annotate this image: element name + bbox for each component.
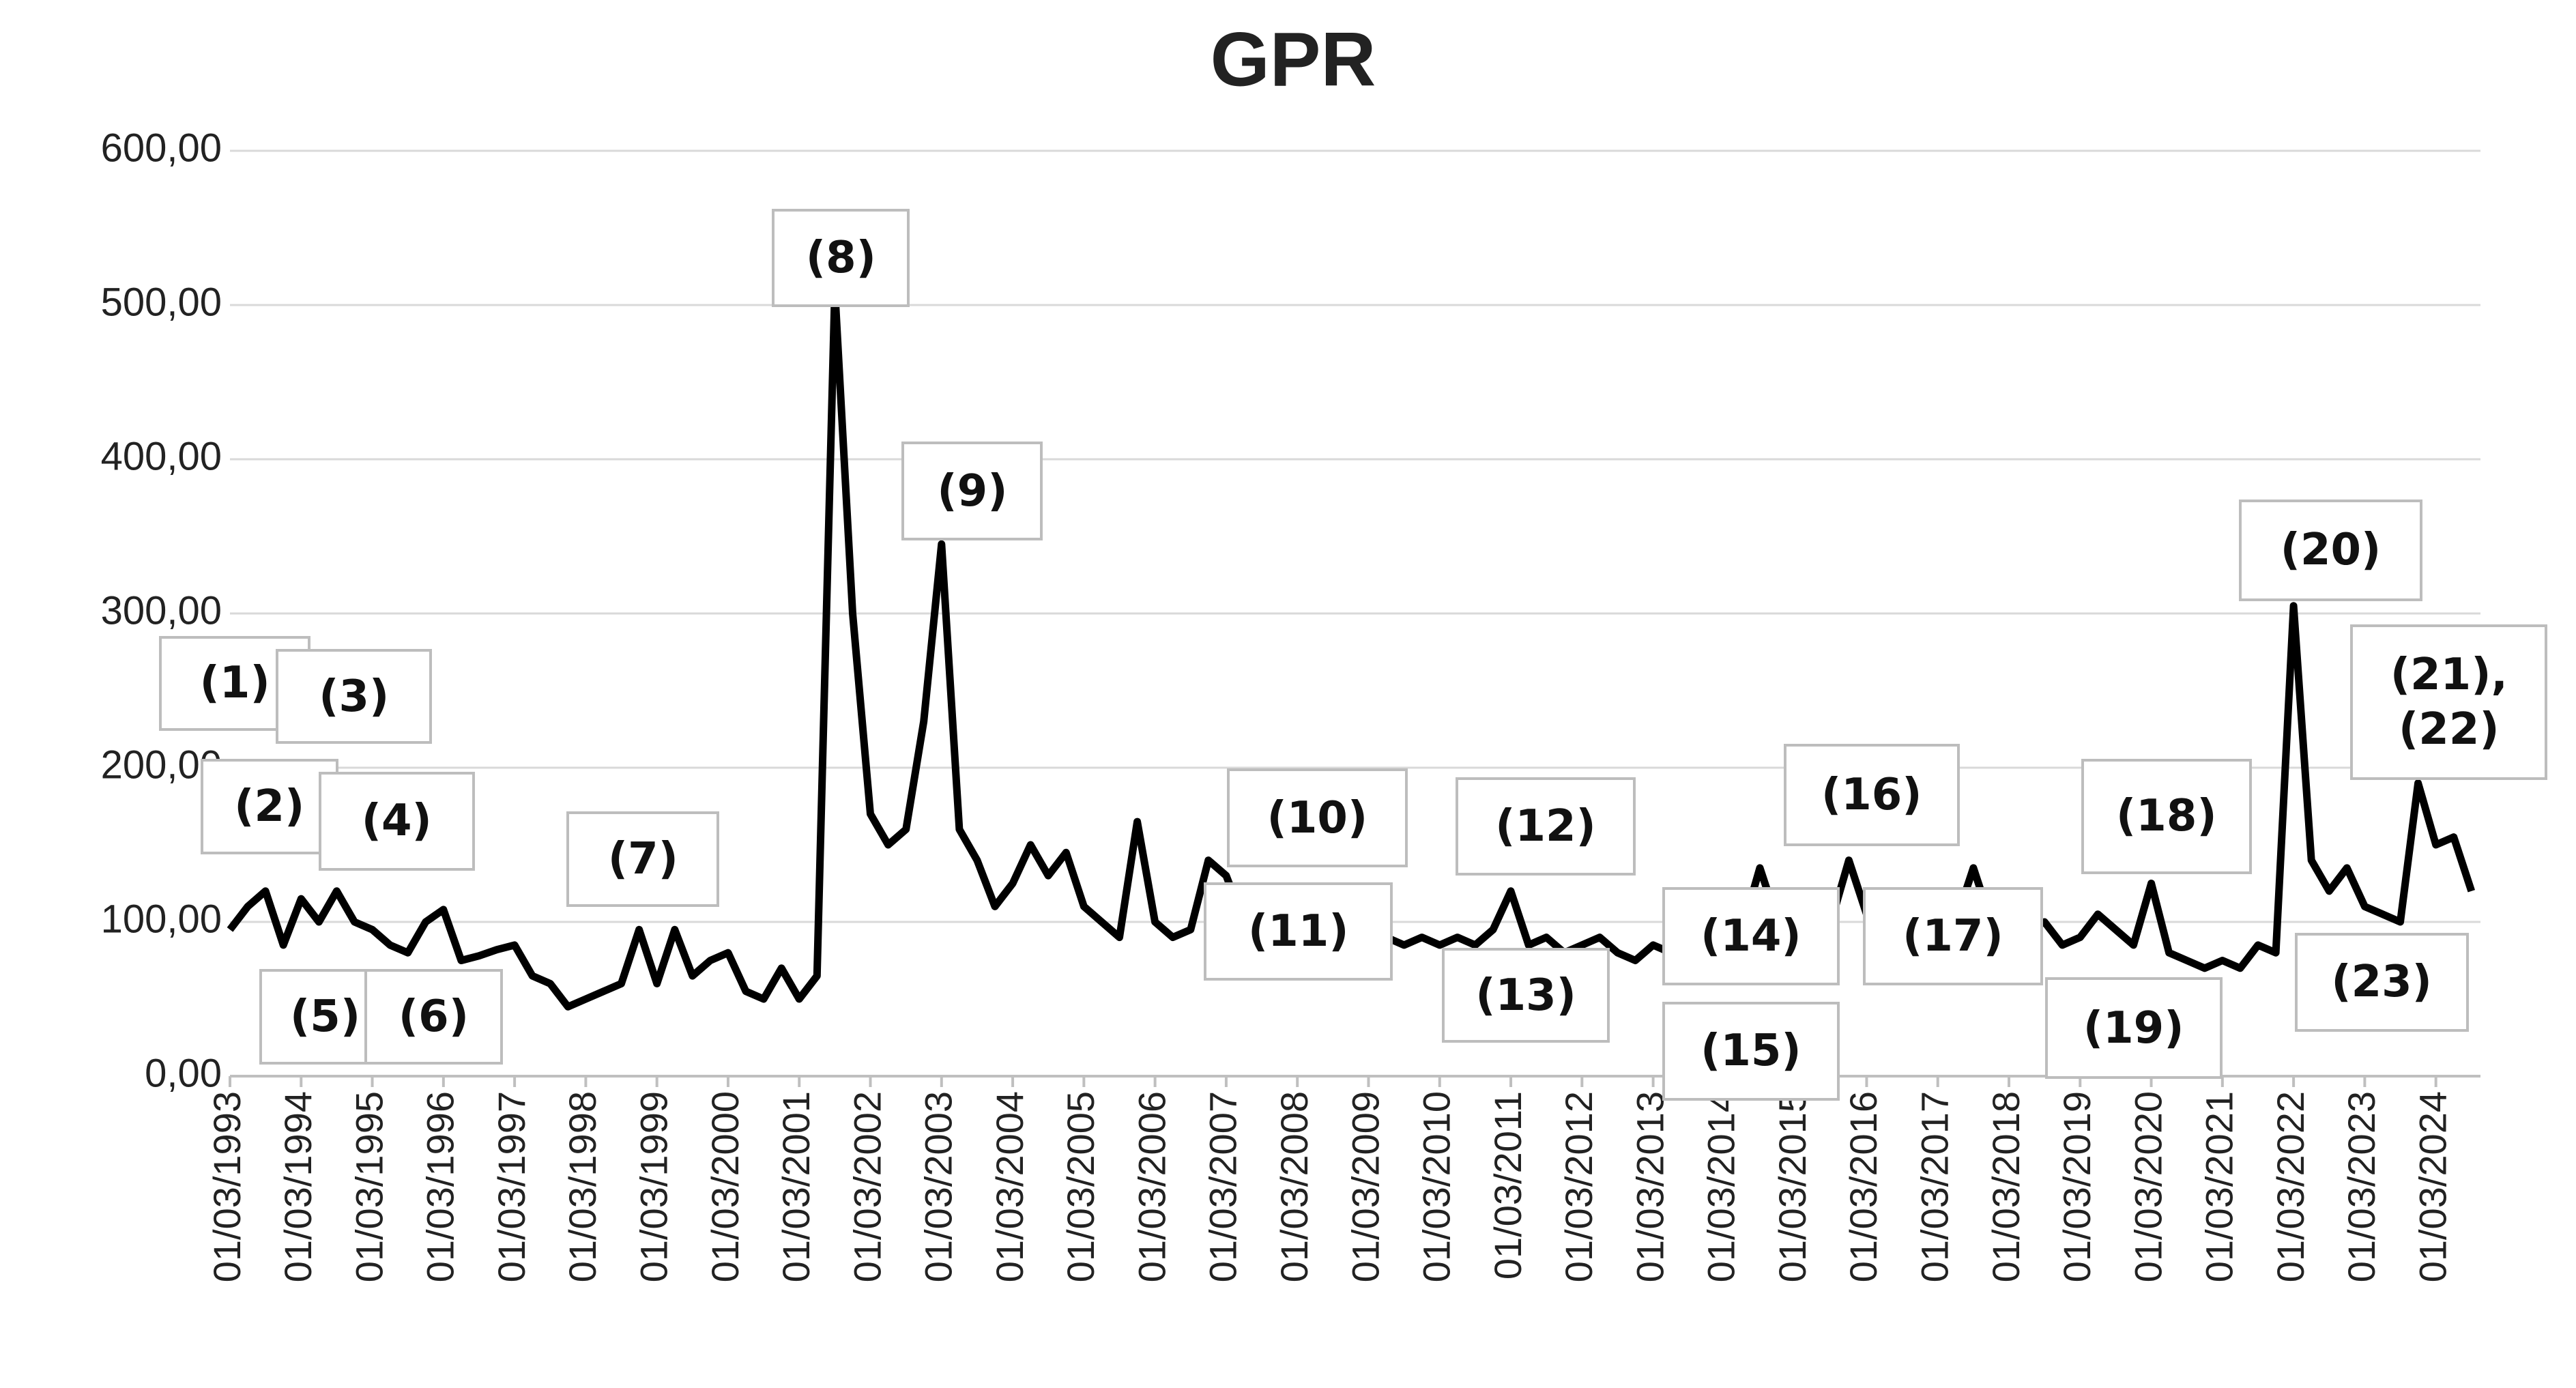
annotation: (8) <box>772 208 910 308</box>
x-tick-label: 01/03/2024 <box>2411 1091 2454 1282</box>
x-tick-label: 01/03/2019 <box>2055 1091 2098 1282</box>
x-tick-label: 01/03/1998 <box>561 1091 604 1282</box>
x-tick-label: 01/03/2008 <box>1273 1091 1316 1282</box>
annotation: (14) <box>1662 886 1840 986</box>
annotation: (6) <box>364 969 503 1065</box>
x-tick-label: 01/03/2011 <box>1486 1091 1529 1279</box>
annotation: (2) <box>200 759 338 854</box>
x-tick-label: 01/03/2017 <box>1913 1091 1956 1282</box>
x-tick-label: 01/03/2013 <box>1628 1091 1671 1282</box>
annotation: (12) <box>1455 777 1636 876</box>
annotation: (13) <box>1442 947 1610 1043</box>
x-tick-label: 01/03/2001 <box>775 1091 817 1282</box>
annotation: (17) <box>1862 886 2044 986</box>
annotation: (16) <box>1784 744 1960 846</box>
x-tick-label: 01/03/2018 <box>1984 1091 2027 1282</box>
y-tick-label: 500,00 <box>101 280 222 324</box>
x-tick-label: 01/03/2020 <box>2126 1091 2169 1282</box>
annotation: (4) <box>318 772 475 871</box>
x-tick-label: 01/03/2002 <box>845 1091 888 1282</box>
annotation: (23) <box>2294 933 2469 1032</box>
y-tick-label: 300,00 <box>101 588 222 633</box>
x-tick-label: 01/03/2007 <box>1202 1091 1245 1282</box>
annotation: (9) <box>901 442 1043 540</box>
annotation: (18) <box>2081 759 2252 874</box>
annotation: (7) <box>566 811 720 907</box>
x-tick-label: 01/03/2003 <box>917 1091 960 1282</box>
y-tick-label: 600,00 <box>101 126 222 170</box>
x-tick-label: 01/03/1993 <box>205 1091 248 1282</box>
y-tick-label: 0,00 <box>145 1051 222 1095</box>
x-tick-label: 01/03/2005 <box>1059 1091 1102 1282</box>
x-tick-label: 01/03/2015 <box>1771 1091 1814 1282</box>
x-tick-label: 01/03/1996 <box>419 1091 462 1282</box>
x-tick-label: 01/03/2022 <box>2269 1091 2312 1282</box>
x-tick-label: 01/03/1994 <box>276 1091 319 1282</box>
x-tick-label: 01/03/2000 <box>704 1091 747 1282</box>
y-tick-label: 400,00 <box>101 434 222 478</box>
x-tick-label: 01/03/2006 <box>1130 1091 1173 1282</box>
y-tick-label: 100,00 <box>101 897 222 941</box>
annotation: (10) <box>1227 768 1408 867</box>
x-tick-label: 01/03/2010 <box>1415 1091 1458 1282</box>
x-tick-label: 01/03/2014 <box>1700 1091 1743 1282</box>
x-tick-label: 01/03/2023 <box>2340 1091 2383 1282</box>
annotation: (20) <box>2238 499 2423 601</box>
annotation: (11) <box>1204 882 1393 981</box>
x-tick-label: 01/03/2021 <box>2198 1091 2241 1282</box>
x-tick-label: 01/03/1997 <box>490 1091 533 1282</box>
annotation: (15) <box>1662 1002 1840 1101</box>
x-tick-label: 01/03/2012 <box>1557 1091 1600 1282</box>
annotation: (21), (22) <box>2350 624 2548 781</box>
annotation: (19) <box>2044 977 2223 1080</box>
x-tick-label: 01/03/2016 <box>1842 1091 1885 1282</box>
x-tick-label: 01/03/2009 <box>1344 1091 1387 1282</box>
x-tick-label: 01/03/2004 <box>988 1091 1031 1282</box>
annotation: (3) <box>276 648 433 744</box>
chart-title: GPR <box>1211 17 1376 102</box>
x-tick-label: 01/03/1999 <box>632 1091 675 1282</box>
x-tick-label: 01/03/1995 <box>347 1091 390 1282</box>
